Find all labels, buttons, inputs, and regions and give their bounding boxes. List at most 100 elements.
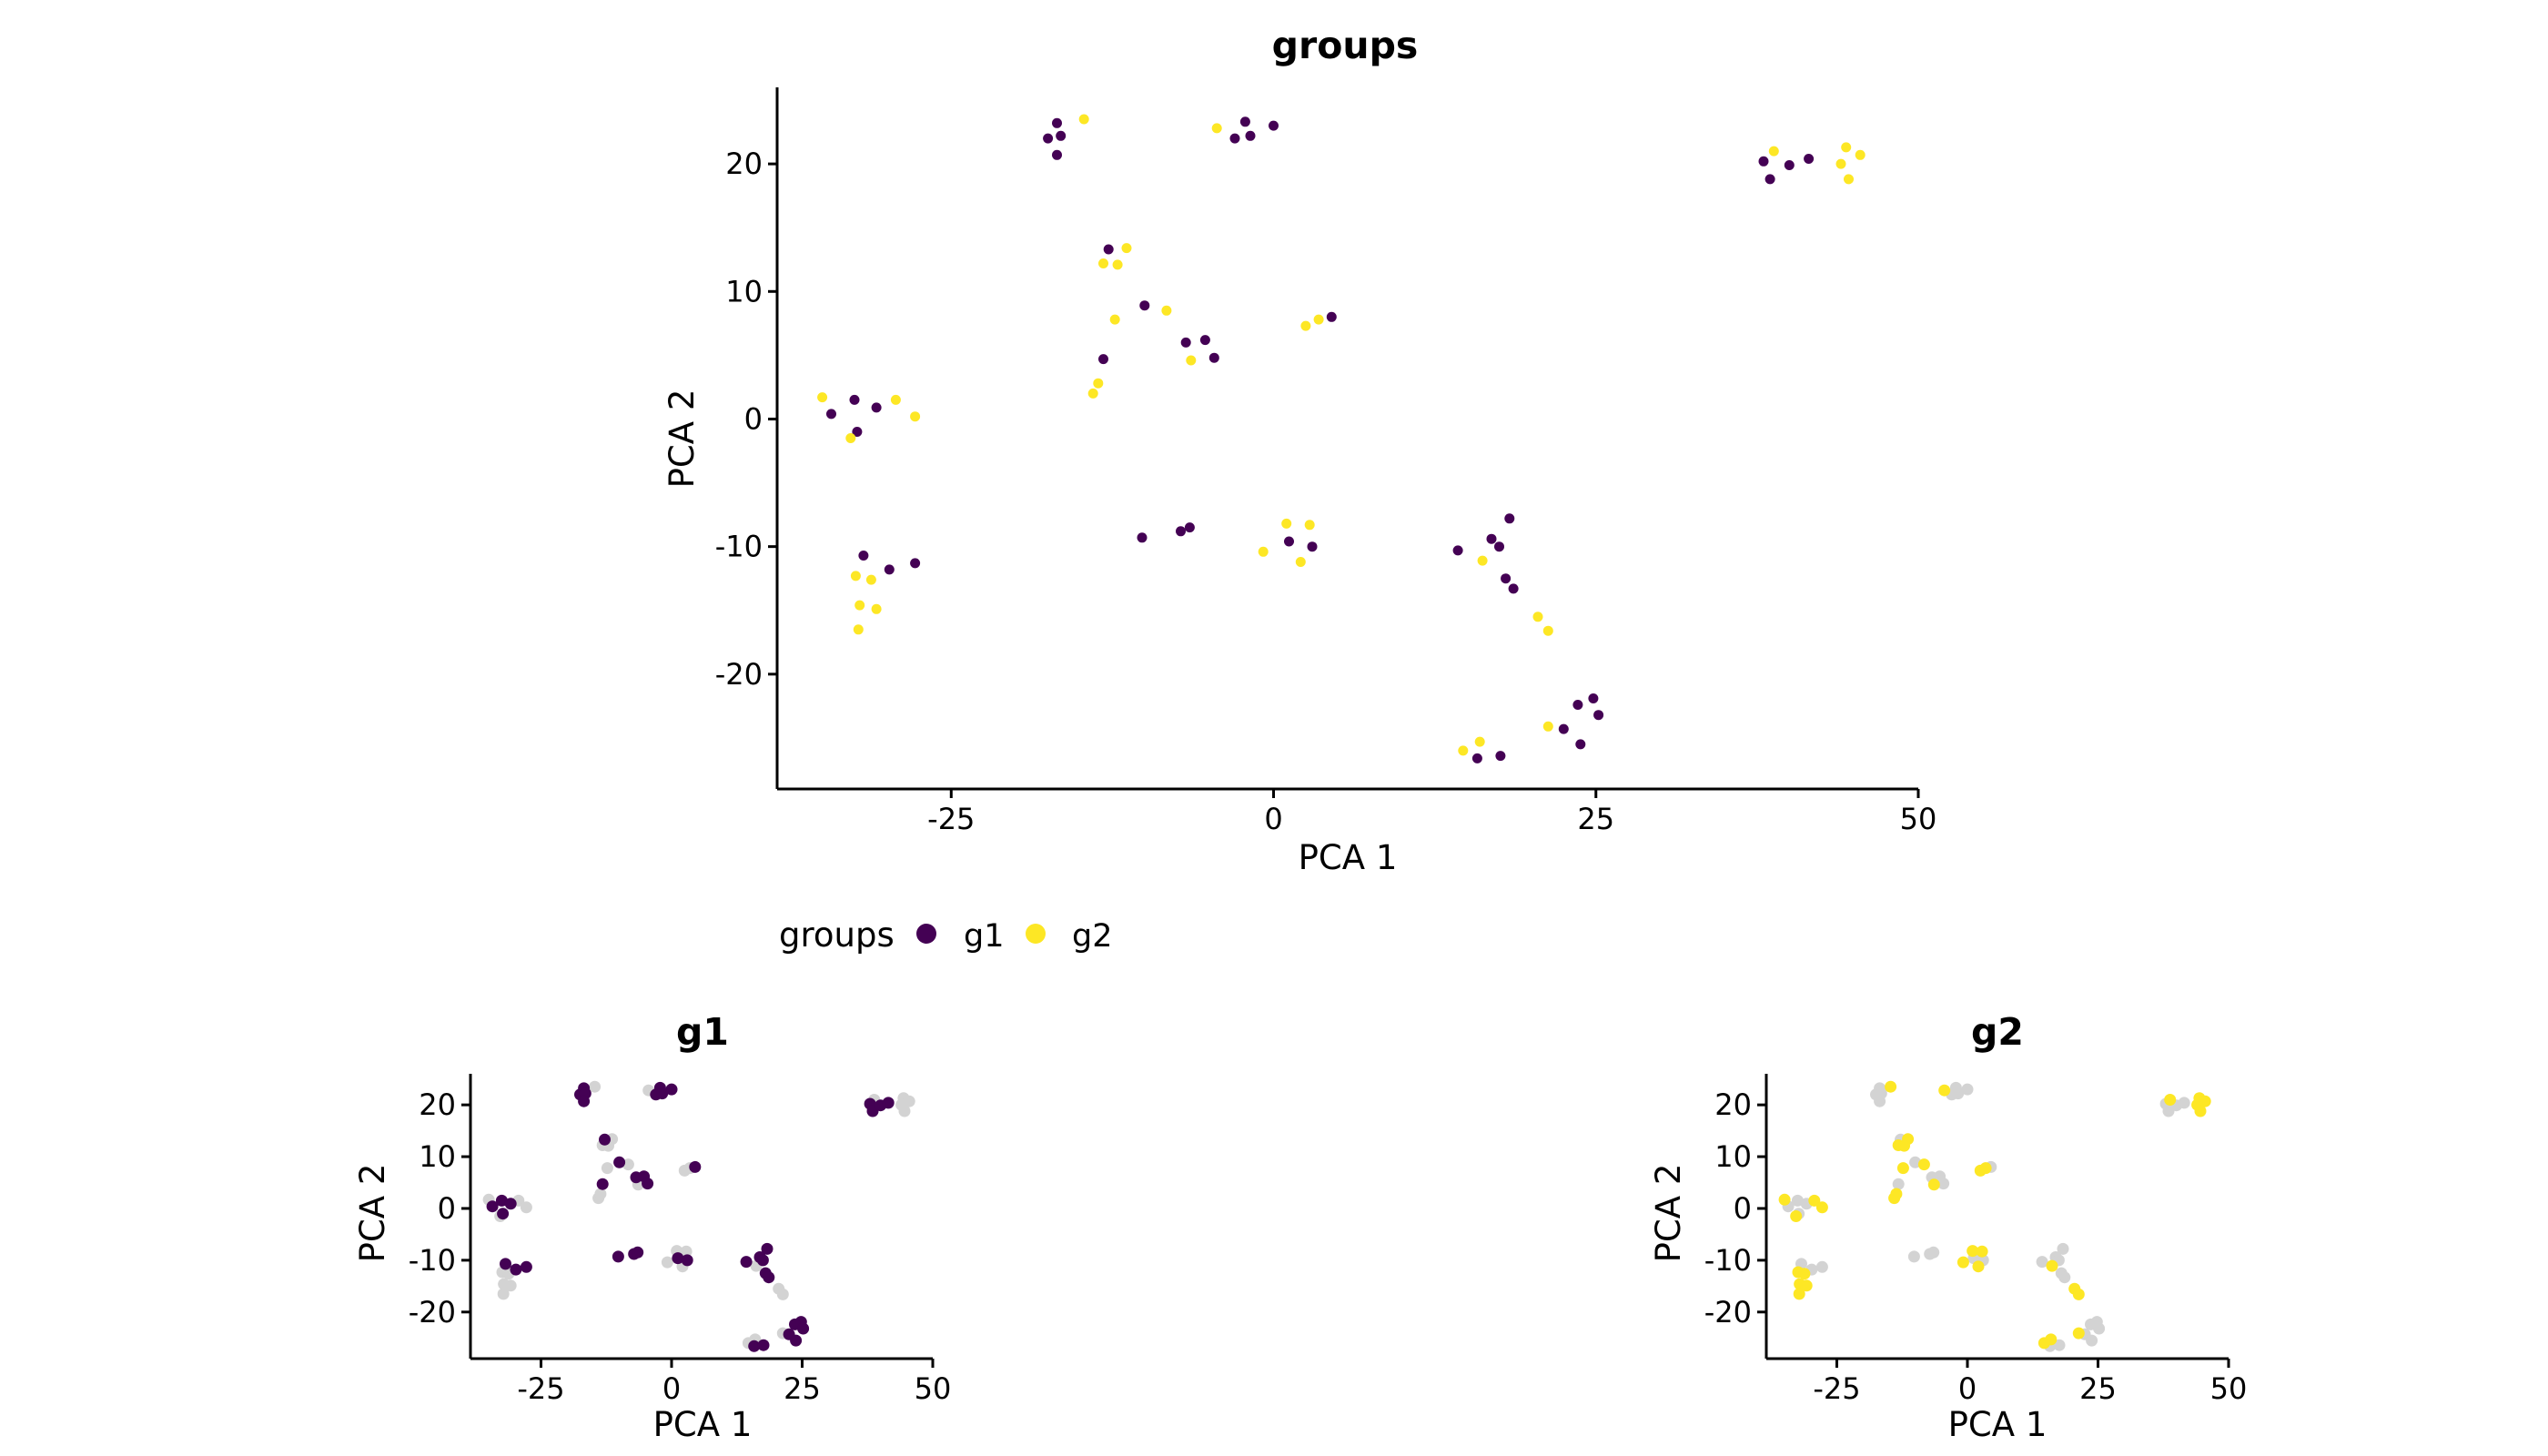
main-point-g1 (1137, 532, 1148, 543)
g1-point-g2 (497, 1288, 510, 1300)
main-point-g1 (1758, 156, 1769, 167)
g2-point-g1 (2093, 1322, 2106, 1335)
g2-point-g1 (2178, 1097, 2190, 1109)
main-point-g2 (1121, 243, 1132, 254)
g1-y-tick-label: -20 (409, 1295, 456, 1330)
main-point-g1 (1558, 723, 1569, 734)
main-point-g1 (871, 402, 882, 413)
g2-title: g2 (1971, 1010, 2024, 1054)
main-point-g2 (890, 394, 901, 405)
g1-point-g1 (656, 1087, 669, 1100)
g2-point-g1 (1937, 1178, 1950, 1190)
g1-y-tick-label: 10 (419, 1139, 456, 1174)
g2-x-tick-label: 50 (2210, 1371, 2248, 1406)
g2-y-ticks: -20 -10 0 10 20 (1704, 1087, 1766, 1330)
main-point-g2 (1186, 355, 1197, 366)
main-point-g2 (1835, 158, 1846, 169)
g1-point-g1 (504, 1198, 517, 1210)
main-point-g1 (910, 558, 921, 569)
main-point-g2 (1304, 520, 1315, 531)
g1-point-g1 (599, 1133, 611, 1146)
main-point-g1 (849, 394, 860, 405)
g2-point-g1 (1927, 1246, 1940, 1259)
main-point-g1 (1176, 526, 1186, 537)
main-point-g2 (1841, 142, 1852, 153)
main-point-g2 (850, 571, 861, 581)
g1-point-g1 (632, 1246, 644, 1259)
g1-point-g1 (613, 1156, 626, 1168)
main-point-g1 (1326, 311, 1337, 322)
g2-x-tick-label: -25 (1813, 1371, 1860, 1406)
g1-point-g1 (642, 1178, 654, 1190)
g2-points (1778, 1080, 2211, 1352)
main-y-tick-label: 10 (725, 274, 763, 308)
g1-points (482, 1080, 915, 1352)
main-point-g2 (1087, 388, 1098, 399)
main-point-g2 (1211, 123, 1222, 134)
g1-point-g2 (601, 1162, 613, 1175)
main-point-g2 (1542, 625, 1553, 636)
g2-point-g2 (1956, 1256, 1969, 1269)
g2-point-g1 (1907, 1250, 1920, 1263)
g2-y-tick-label: -10 (1704, 1243, 1752, 1278)
main-points (817, 114, 1866, 763)
g1-y-tick-label: 0 (438, 1191, 456, 1226)
main-point-g1 (884, 564, 895, 575)
g2-point-g2 (1927, 1178, 1940, 1191)
g2-x-tick-label: 25 (2079, 1371, 2117, 1406)
main-point-g1 (1504, 513, 1515, 524)
g1-point-g1 (882, 1097, 895, 1109)
g1-title: g1 (676, 1010, 729, 1054)
main-x-tick-label: 0 (1264, 802, 1282, 836)
g2-y-tick-label: 10 (1714, 1139, 1752, 1174)
main-x-tick-label: 50 (1900, 802, 1937, 836)
g2-point-g2 (1917, 1158, 1930, 1171)
g2-point-g2 (2072, 1327, 2085, 1340)
legend: groups g1 g2 (779, 915, 1113, 955)
legend-g2-label: g2 (1072, 918, 1113, 955)
main-point-g2 (1458, 745, 1469, 756)
g2-point-g2 (1778, 1193, 1791, 1206)
main-point-g1 (1784, 160, 1795, 170)
main-point-g1 (1804, 154, 1815, 164)
g2-y-tick-label: -20 (1704, 1295, 1752, 1330)
g2-point-g1 (1815, 1260, 1828, 1273)
main-point-g2 (845, 433, 856, 443)
main-y-axis-label: PCA 2 (662, 389, 702, 489)
g2-point-g1 (1961, 1083, 1974, 1096)
main-point-g2 (910, 411, 921, 422)
main-point-g2 (1313, 314, 1324, 325)
main-point-g1 (1208, 352, 1219, 363)
g1-y-tick-label: -10 (409, 1243, 456, 1278)
g1-x-tick-label: 25 (784, 1371, 821, 1406)
main-point-g2 (817, 392, 828, 403)
main-x-tick-label: -25 (927, 802, 975, 836)
g2-point-g2 (1885, 1080, 1897, 1093)
g1-point-g1 (757, 1339, 770, 1351)
g1-point-g2 (661, 1256, 673, 1269)
g1-axes (469, 1074, 933, 1360)
g2-y-tick-label: 0 (1734, 1191, 1752, 1226)
g1-point-g1 (761, 1242, 774, 1255)
g1-point-g1 (612, 1250, 624, 1263)
main-point-g1 (1495, 751, 1506, 762)
main-point-g1 (858, 551, 869, 561)
g1-y-tick-label: 20 (419, 1087, 456, 1122)
main-point-g1 (1269, 120, 1279, 131)
main-point-g2 (1474, 736, 1485, 747)
main-point-g2 (1078, 114, 1089, 125)
main-y-tick-label: -20 (715, 657, 763, 692)
g2-point-g2 (1972, 1260, 1985, 1273)
main-y-tick-label: 20 (725, 147, 763, 181)
g1-point-g2 (680, 1245, 693, 1258)
main-point-g2 (871, 603, 882, 614)
main-point-g1 (1764, 174, 1775, 185)
g1-point-g1 (689, 1160, 702, 1173)
g2-point-g2 (1938, 1084, 1951, 1097)
legend-g1-marker (916, 924, 936, 944)
g1-point-g1 (495, 1194, 508, 1207)
g1-x-tick-label: 50 (915, 1371, 952, 1406)
g1-point-g1 (500, 1258, 511, 1270)
g2-y-tick-label: 20 (1714, 1087, 1752, 1122)
